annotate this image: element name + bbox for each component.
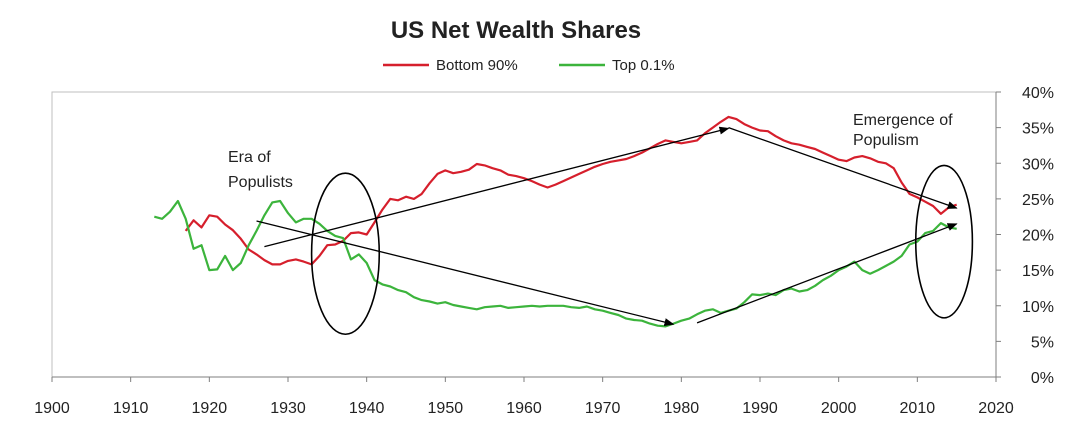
- y-tick-label: 0%: [1031, 370, 1054, 387]
- y-tick-label: 10%: [1022, 299, 1054, 316]
- x-tick-label: 1990: [742, 400, 778, 417]
- x-tick-label: 1940: [349, 400, 385, 417]
- series-line-top-0-1: [154, 199, 957, 328]
- x-tick-label: 1960: [506, 400, 542, 417]
- x-tick-label: 1910: [113, 400, 149, 417]
- y-tick-label: 5%: [1031, 334, 1054, 351]
- y-tick-label: 25%: [1022, 192, 1054, 209]
- x-axis-ticks: 1900 1910 1920 1930 1940 1950 1960 1970 1980 1990…: [34, 377, 1014, 417]
- annotation-emergence-line-1: Emergence of: [853, 112, 953, 129]
- annotation-emergence-line-2: Populism: [853, 132, 919, 149]
- y-tick-label: 20%: [1022, 228, 1054, 245]
- x-tick-label: 1930: [270, 400, 306, 417]
- highlight-ellipse: [310, 172, 381, 336]
- ellipse-layer: [310, 164, 974, 336]
- annotation-era-line-2: Populists: [228, 174, 293, 191]
- x-tick-label: 2000: [821, 400, 857, 417]
- annotation-era-of-populists: Era of Populists: [228, 149, 293, 191]
- chart-title: US Net Wealth Shares: [391, 17, 641, 44]
- y-tick-label: 40%: [1022, 85, 1054, 102]
- trend-arrow: [696, 223, 958, 324]
- annotation-emergence-of-populism: Emergence of Populism: [853, 112, 957, 149]
- x-tick-label: 2010: [900, 400, 936, 417]
- legend-label-bottom90: Bottom 90%: [436, 57, 518, 74]
- x-tick-label: 1980: [664, 400, 700, 417]
- series-line-bottom-90: [184, 115, 958, 266]
- highlight-ellipse: [914, 164, 974, 319]
- trend-arrow: [264, 126, 730, 248]
- trend-arrow: [256, 220, 675, 326]
- legend: Bottom 90% Top 0.1%: [383, 57, 675, 74]
- y-axis-ticks: 0% 5% 10% 15% 20% 25% 30% 35% 40%: [996, 85, 1054, 387]
- y-tick-label: 35%: [1022, 121, 1054, 138]
- x-tick-label: 1970: [585, 400, 621, 417]
- legend-label-top01: Top 0.1%: [612, 57, 675, 74]
- x-tick-label: 1920: [192, 400, 228, 417]
- trend-arrow: [728, 127, 958, 209]
- x-tick-label: 1900: [34, 400, 70, 417]
- series-layer: [154, 115, 958, 328]
- x-tick-label: 1950: [428, 400, 464, 417]
- y-tick-label: 15%: [1022, 263, 1054, 280]
- x-tick-label: 2020: [978, 400, 1014, 417]
- y-tick-label: 30%: [1022, 156, 1054, 173]
- arrow-layer: [256, 126, 958, 326]
- annotation-era-line-1: Era of: [228, 149, 271, 166]
